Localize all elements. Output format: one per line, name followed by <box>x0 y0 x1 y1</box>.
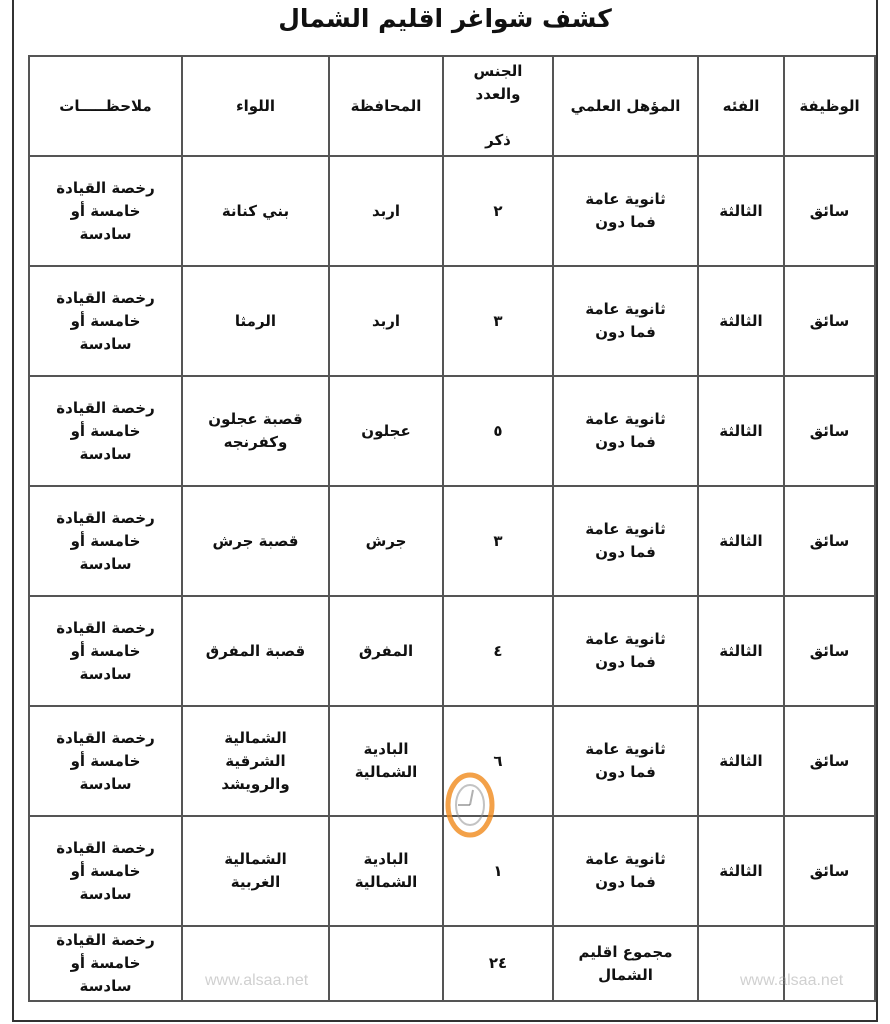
cell-district: قصبة جرش <box>181 485 330 597</box>
cell-qualification: ثانوية عامة فما دون <box>552 375 699 487</box>
total-label: مجموع اقليم الشمال <box>552 925 699 1002</box>
cell-district: قصبة المفرق <box>181 595 330 707</box>
cell-job: سائق <box>783 485 876 597</box>
cell-qualification: ثانوية عامة فما دون <box>552 485 699 597</box>
table-row: سائق الثالثة ثانوية عامة فما دون ٢ اربد بني ك… <box>28 155 876 267</box>
cell-job: سائق <box>783 705 876 817</box>
cell-job: سائق <box>783 155 876 267</box>
table-row: سائق الثالثة ثانوية عامة فما دون ٦ البادية ا… <box>28 705 876 817</box>
cell-category: الثالثة <box>697 155 785 267</box>
header-job: الوظيفة <box>783 55 876 157</box>
page-title: كشف شواغر اقليم الشمال <box>278 4 612 33</box>
cell-qualification: ثانوية عامة فما دون <box>552 815 699 927</box>
cell-notes: رخصة القيادة خامسة أو سادسة <box>28 595 183 707</box>
cell-governorate: اربد <box>328 155 444 267</box>
cell-count: ٤ <box>442 595 554 707</box>
table-row: سائق الثالثة ثانوية عامة فما دون ٣ جرش قصبة ج… <box>28 485 876 597</box>
cell-governorate: البادية الشمالية <box>328 705 444 817</box>
cell-notes: رخصة القيادة خامسة أو سادسة <box>28 265 183 377</box>
cell-count: ٦ <box>442 705 554 817</box>
cell-qualification: ثانوية عامة فما دون <box>552 155 699 267</box>
cell-governorate: عجلون <box>328 375 444 487</box>
cell-category: الثالثة <box>697 595 785 707</box>
header-governorate: المحافظة <box>328 55 444 157</box>
vacancies-table: الوظيفة الفئه المؤهل العلمي الجنس والعدد… <box>28 55 876 1002</box>
table-row: سائق الثالثة ثانوية عامة فما دون ٣ اربد الرمث… <box>28 265 876 377</box>
table-row: سائق الثالثة ثانوية عامة فما دون ١ البادية ا… <box>28 815 876 927</box>
cell-category: الثالثة <box>697 375 785 487</box>
cell-category: الثالثة <box>697 265 785 377</box>
cell-category: الثالثة <box>697 705 785 817</box>
cell-job: سائق <box>783 595 876 707</box>
cell-qualification: ثانوية عامة فما دون <box>552 595 699 707</box>
cell-count: ٣ <box>442 485 554 597</box>
cell-category: الثالثة <box>697 815 785 927</box>
page-frame <box>12 0 878 1022</box>
cell-job: سائق <box>783 375 876 487</box>
cell-notes: رخصة القيادة خامسة أو سادسة <box>28 155 183 267</box>
cell-district: بني كنانة <box>181 155 330 267</box>
header-notes: ملاحظـــــات <box>28 55 183 157</box>
cell-empty <box>783 925 876 1002</box>
cell-job: سائق <box>783 265 876 377</box>
cell-governorate: البادية الشمالية <box>328 815 444 927</box>
total-row: مجموع اقليم الشمال ٢٤ رخصة القيادة خامسة أ… <box>28 925 876 1002</box>
cell-count: ٢ <box>442 155 554 267</box>
cell-count: ٣ <box>442 265 554 377</box>
cell-district: الشمالية الغربية <box>181 815 330 927</box>
table-row: سائق الثالثة ثانوية عامة فما دون ٤ المفرق قصب… <box>28 595 876 707</box>
cell-district: الرمثا <box>181 265 330 377</box>
header-district: اللواء <box>181 55 330 157</box>
cell-qualification: ثانوية عامة فما دون <box>552 265 699 377</box>
cell-district: قصبة عجلون وكفرنجه <box>181 375 330 487</box>
cell-notes: رخصة القيادة خامسة أو سادسة <box>28 705 183 817</box>
cell-empty <box>697 925 785 1002</box>
total-notes: رخصة القيادة خامسة أو سادسة <box>28 925 183 1002</box>
cell-governorate: اربد <box>328 265 444 377</box>
cell-notes: رخصة القيادة خامسة أو سادسة <box>28 485 183 597</box>
header-qualification: المؤهل العلمي <box>552 55 699 157</box>
cell-empty <box>181 925 330 1002</box>
total-count: ٢٤ <box>442 925 554 1002</box>
cell-governorate: المفرق <box>328 595 444 707</box>
header-category: الفئه <box>697 55 785 157</box>
cell-count: ١ <box>442 815 554 927</box>
header-row: الوظيفة الفئه المؤهل العلمي الجنس والعدد… <box>28 55 876 157</box>
cell-district: الشمالية الشرقية والرويشد <box>181 705 330 817</box>
cell-notes: رخصة القيادة خامسة أو سادسة <box>28 815 183 927</box>
cell-empty <box>328 925 444 1002</box>
table-row: سائق الثالثة ثانوية عامة فما دون ٥ عجلون قصبة… <box>28 375 876 487</box>
header-gender-count: الجنس والعدد ذكر <box>442 55 554 157</box>
cell-job: سائق <box>783 815 876 927</box>
cell-governorate: جرش <box>328 485 444 597</box>
cell-category: الثالثة <box>697 485 785 597</box>
cell-count: ٥ <box>442 375 554 487</box>
cell-notes: رخصة القيادة خامسة أو سادسة <box>28 375 183 487</box>
cell-qualification: ثانوية عامة فما دون <box>552 705 699 817</box>
